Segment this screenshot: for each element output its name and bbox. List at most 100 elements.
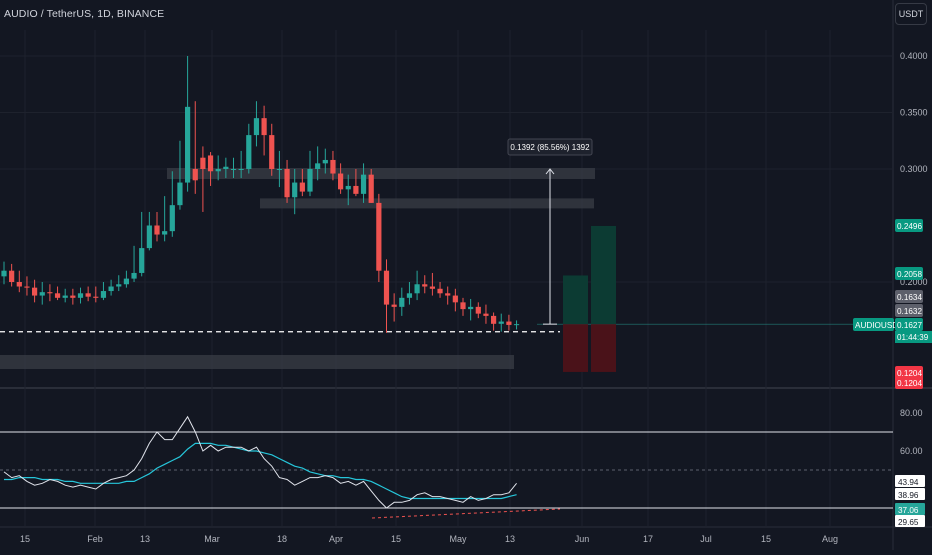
candle-body (391, 304, 397, 307)
price-scale-label-box (895, 318, 923, 331)
candle-body (246, 135, 252, 169)
x-tick-label: Jun (575, 534, 590, 544)
rsi-value-label: 43.94 (898, 478, 919, 487)
price-scale-label-box (895, 290, 923, 303)
candle-body (498, 321, 504, 324)
candle-body (139, 248, 145, 273)
candle-body (345, 185, 351, 190)
candle-body (368, 174, 374, 203)
x-tick-label: 15 (391, 534, 401, 544)
candle-body (238, 169, 244, 170)
candle-body (445, 293, 451, 296)
countdown-label: 01:44:39 (897, 333, 929, 342)
candle-body (360, 174, 367, 194)
candle-body (399, 297, 405, 307)
y-tick-label: 0.2000 (900, 277, 928, 287)
price-scale-label-box (895, 304, 923, 317)
price-scale-label: 0.1204 (897, 379, 922, 388)
candle-body (185, 106, 191, 183)
price-scale-label-box (895, 366, 923, 379)
candle-body (146, 225, 152, 249)
candle-body (338, 173, 344, 190)
y-tick-label: 0.4000 (900, 51, 928, 61)
measure-label: 0.1392 (85.56%) 1392 (510, 143, 590, 152)
candle-body (85, 293, 91, 297)
candle-body (47, 292, 53, 294)
price-scale-label: 0.2496 (897, 222, 922, 231)
candle-body (116, 284, 122, 287)
stop-zone-1 (563, 324, 588, 372)
candle-body (100, 291, 107, 298)
rsi-value-label-box (895, 475, 925, 487)
x-tick-label: Aug (822, 534, 838, 544)
candle-body (513, 324, 520, 326)
candle-body (223, 166, 229, 169)
candle-body (406, 293, 413, 298)
price-scale-label: AUDIOUSDT (855, 321, 903, 330)
candle-body (307, 169, 313, 192)
candle-body (322, 159, 328, 164)
x-tick-label: 13 (505, 534, 515, 544)
x-tick-label: 13 (140, 534, 150, 544)
candle-body (292, 182, 298, 198)
candle-body (200, 157, 206, 169)
price-scale-label-box (853, 318, 894, 331)
price-scale-label-box (895, 267, 923, 280)
candle-body (376, 202, 382, 271)
x-tick-label: Feb (87, 534, 103, 544)
x-tick-label: May (449, 534, 467, 544)
candle-body (32, 287, 38, 296)
rsi-y-tick-label: 60.00 (900, 446, 923, 456)
candle-body (383, 270, 390, 305)
x-tick-label: 15 (20, 534, 30, 544)
candle-body (330, 159, 336, 174)
measure-label-box (507, 138, 593, 156)
y-tick-label: 0.3000 (900, 164, 928, 174)
rsi-value-label: 37.06 (898, 506, 919, 515)
candle-body (483, 313, 489, 316)
price-scale-label: 0.1627 (897, 321, 922, 330)
candle-body (253, 118, 260, 136)
target-zone-1 (563, 275, 588, 325)
x-tick-label: 15 (761, 534, 771, 544)
support-zone (260, 198, 594, 209)
candle-body (70, 295, 76, 298)
candle-body (16, 282, 22, 287)
price-scale-label: 0.1204 (897, 369, 922, 378)
measure-arrowhead (545, 168, 555, 175)
stop-zone-2 (591, 324, 616, 372)
candle-body (230, 169, 237, 170)
candle-body (93, 296, 99, 298)
candle-body (437, 288, 443, 294)
rsi-value-label: 29.65 (898, 518, 919, 527)
rsi-y-tick-label: 80.00 (900, 408, 923, 418)
candle-body (62, 295, 68, 298)
x-tick-label: Apr (329, 534, 343, 544)
candle-body (177, 182, 183, 206)
countdown-box (895, 331, 932, 343)
candle-body (39, 292, 45, 296)
candle-body (276, 169, 282, 170)
rsi-line (3, 415, 517, 509)
candle-body (24, 286, 30, 288)
candle-body (9, 270, 15, 282)
candle-body (491, 315, 497, 324)
candle-body (468, 306, 474, 310)
candle-body (353, 185, 359, 194)
candle-body (475, 306, 481, 314)
candle-body (284, 169, 290, 198)
candle-body (215, 169, 221, 172)
candle-body (460, 302, 466, 310)
candle-body (131, 272, 137, 279)
price-scale-label: 0.1632 (897, 307, 922, 316)
currency-button[interactable]: USDT (895, 3, 927, 25)
candle-body (261, 118, 267, 136)
candle-body (422, 284, 428, 287)
chart-title: AUDIO / TetherUS, 1D, BINANCE (4, 8, 165, 20)
candle-body (269, 135, 275, 169)
candle-body (207, 155, 214, 172)
x-tick-label: Mar (204, 534, 220, 544)
candle-body (414, 284, 420, 294)
